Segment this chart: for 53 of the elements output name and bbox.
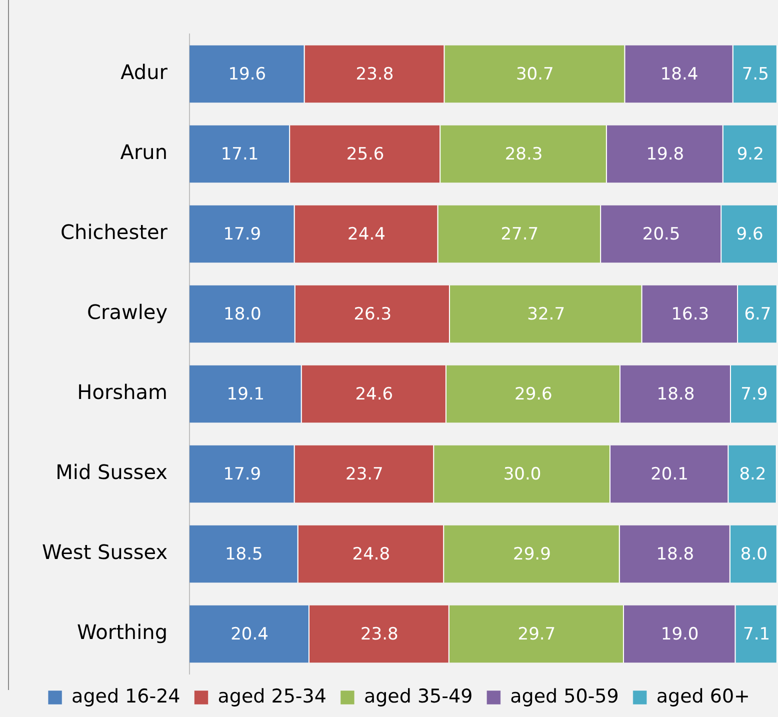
data-label: 25.6	[346, 144, 384, 164]
data-label: 18.4	[660, 64, 698, 84]
data-label: 19.8	[646, 144, 684, 164]
data-label: 27.7	[500, 224, 539, 244]
y-tick-label: Worthing	[77, 620, 168, 644]
data-label: 18.0	[224, 304, 262, 324]
data-label: 19.1	[226, 384, 265, 404]
data-label: 9.2	[736, 144, 764, 164]
data-label: 8.2	[739, 464, 766, 484]
data-label: 20.5	[642, 224, 680, 244]
y-tick-label: West Sussex	[42, 540, 168, 564]
data-label: 7.5	[742, 64, 769, 84]
y-tick-label: Arun	[120, 140, 168, 164]
data-label: 9.6	[736, 224, 764, 244]
data-label: 18.8	[656, 544, 694, 564]
data-label: 24.6	[355, 384, 394, 404]
data-label: 23.8	[360, 624, 398, 644]
legend-label: aged 60+	[656, 685, 750, 708]
data-label: 29.9	[513, 544, 551, 564]
data-label: 30.0	[503, 464, 542, 484]
data-label: 23.7	[345, 464, 384, 484]
y-tick-label: Adur	[120, 60, 168, 84]
data-label: 26.3	[354, 304, 392, 324]
data-label: 17.1	[220, 144, 259, 164]
data-label: 23.8	[356, 64, 394, 84]
legend-label: aged 50-59	[510, 685, 619, 708]
data-label: 24.4	[348, 224, 386, 244]
data-label: 29.7	[518, 624, 556, 644]
y-tick-label: Chichester	[60, 220, 168, 244]
data-label: 18.8	[656, 384, 695, 404]
data-label: 7.9	[740, 384, 768, 404]
data-label: 18.5	[224, 544, 263, 564]
legend-label: aged 25-34	[218, 685, 326, 708]
data-label: 8.0	[740, 544, 768, 564]
data-label: 19.6	[228, 64, 266, 84]
data-label: 30.7	[516, 64, 554, 84]
data-label: 17.9	[223, 464, 262, 484]
y-tick-label: Mid Sussex	[56, 460, 168, 484]
data-label: 28.3	[504, 144, 543, 164]
data-label: 20.4	[230, 624, 268, 644]
data-label: 19.0	[660, 624, 699, 644]
data-label: 29.6	[514, 384, 552, 404]
data-label: 7.1	[743, 624, 770, 644]
data-label: 6.7	[744, 304, 772, 324]
data-label: 16.3	[671, 304, 710, 324]
y-tick-label: Crawley	[87, 300, 168, 324]
data-label: 20.1	[650, 464, 688, 484]
legend-label: aged 16-24	[72, 685, 180, 708]
y-tick-label: Horsham	[77, 380, 168, 404]
data-label: 24.8	[352, 544, 390, 564]
data-label: 17.9	[223, 224, 262, 244]
data-label: 32.7	[527, 304, 566, 324]
legend-label: aged 35-49	[364, 685, 473, 708]
